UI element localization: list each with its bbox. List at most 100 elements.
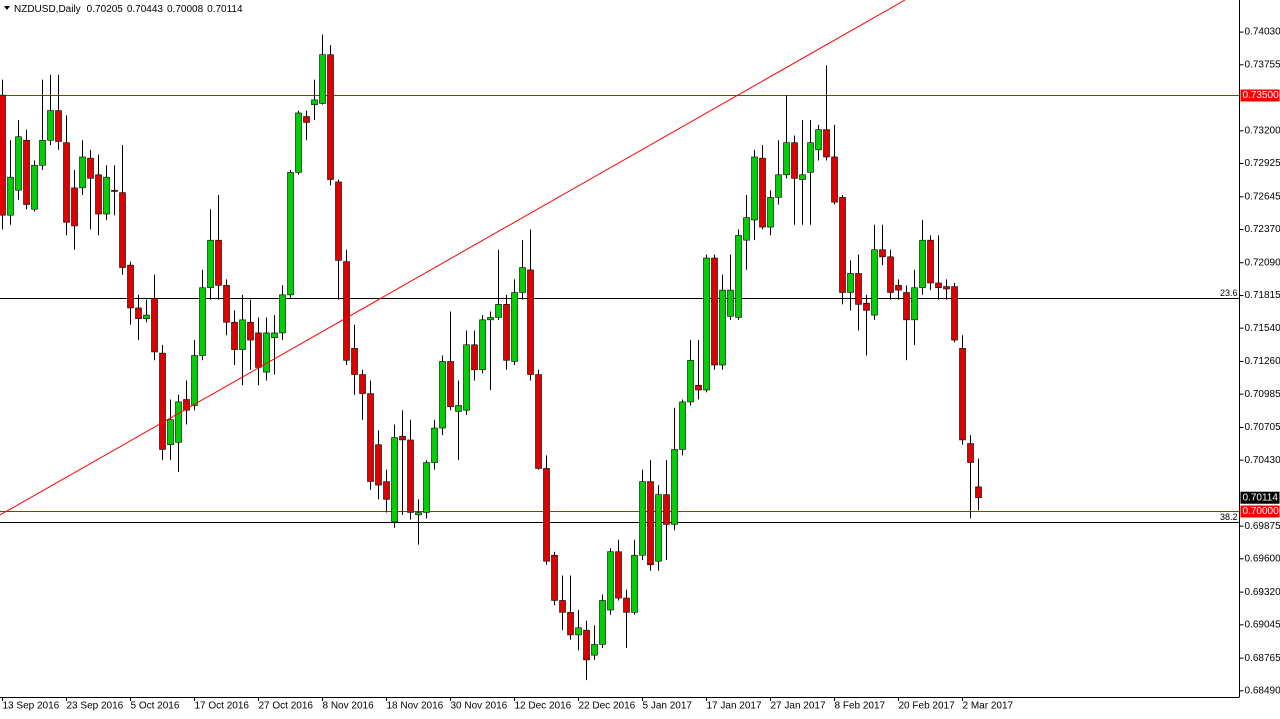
candle-body [31,164,38,210]
candle-body [519,267,526,293]
candle-body [919,239,926,289]
candle-body [231,321,238,350]
last-close: 0.70114 [207,4,243,15]
candle-body [711,257,718,366]
candle-body [959,348,966,441]
candle-body [415,512,422,516]
price-level-label: 0.70000 [1243,506,1280,517]
candle-body [303,116,310,123]
candle-body [735,235,742,318]
last-high: 0.70443 [127,4,164,15]
candle-body [199,287,206,356]
y-tick-label: 0.72925 [1245,158,1280,169]
candle-body [255,332,262,368]
price-level-label: 0.73500 [1243,90,1280,101]
candle-body [223,285,230,323]
candle-body [39,140,46,166]
current-price-tag [1240,491,1280,504]
candle-body [471,344,478,371]
candle-body [55,110,62,142]
candle-body [543,468,550,562]
candle-body [295,112,302,173]
candle-body [863,302,870,311]
candle-body [143,314,150,319]
candle-body [479,319,486,371]
candle-body [79,156,86,189]
candle-body [327,54,334,180]
y-tick-label: 0.72370 [1245,224,1280,235]
candle-body [751,156,758,221]
candle-body [167,419,174,445]
x-tick-label: 8 Nov 2016 [323,701,375,712]
candle-body [63,142,70,223]
candle-body [663,494,670,525]
price-level-tag [1240,505,1280,518]
candle-body [911,287,918,321]
candle-body [511,292,518,362]
candle-body [127,264,134,309]
candle-body [287,172,294,296]
candle-body [407,439,414,513]
candle-body [0,94,6,216]
candle-body [7,176,14,216]
candle-body [623,597,630,613]
candle-body [615,551,622,599]
x-tick-label: 2 Mar 2017 [963,701,1014,712]
last-low: 0.70008 [167,4,204,15]
candle-body [855,273,862,305]
x-tick-label: 27 Jan 2017 [771,701,826,712]
candle-body [703,257,710,391]
candle-body [183,399,190,411]
candle-body [463,344,470,411]
candle-body [399,436,406,441]
last-open: 0.70205 [87,4,124,15]
fib-level-label: 38.2 [1220,512,1238,522]
candle-body [799,174,806,180]
candle-body [679,401,686,450]
candle-body [47,110,54,141]
candle-body [879,249,886,258]
candle-body [639,481,646,556]
x-tick-label: 20 Feb 2017 [899,701,956,712]
candle-body [607,551,614,611]
candle-body [687,359,694,403]
candle-body [15,136,22,191]
candle-body [375,444,382,486]
x-tick-label: 30 Nov 2016 [451,701,508,712]
candle-body [351,348,358,375]
candle-body [583,629,590,661]
candle-body [87,157,94,179]
candle-body [943,286,950,290]
candle-body [103,176,110,215]
candle-body [807,142,814,173]
trendline [0,0,906,516]
candle-body [783,142,790,176]
x-tick-label: 12 Dec 2016 [515,701,572,712]
candle-body [535,374,542,469]
candle-body [455,405,462,412]
candle-body [311,99,318,105]
candle-body [871,249,878,316]
candle-body [775,174,782,198]
candle-body [279,294,286,334]
candle-body [695,384,702,391]
candles [0,34,982,681]
candle-body [647,481,654,566]
candle-body [367,393,374,482]
candle-body [319,54,326,104]
candle-body [95,174,102,215]
candle-body [359,374,366,394]
y-tick-label: 0.69875 [1245,521,1280,532]
candle-body [343,261,350,361]
candle-body [335,181,342,261]
candle-body [839,197,846,293]
y-tick-label: 0.69320 [1245,587,1280,598]
candle-body [847,273,854,293]
x-tick-label: 13 Sep 2016 [3,701,60,712]
candle-body [591,644,598,656]
y-tick-label: 0.72645 [1245,191,1280,202]
candle-body [551,554,558,601]
x-tick-label: 8 Feb 2017 [835,701,886,712]
candle-body [111,189,118,192]
